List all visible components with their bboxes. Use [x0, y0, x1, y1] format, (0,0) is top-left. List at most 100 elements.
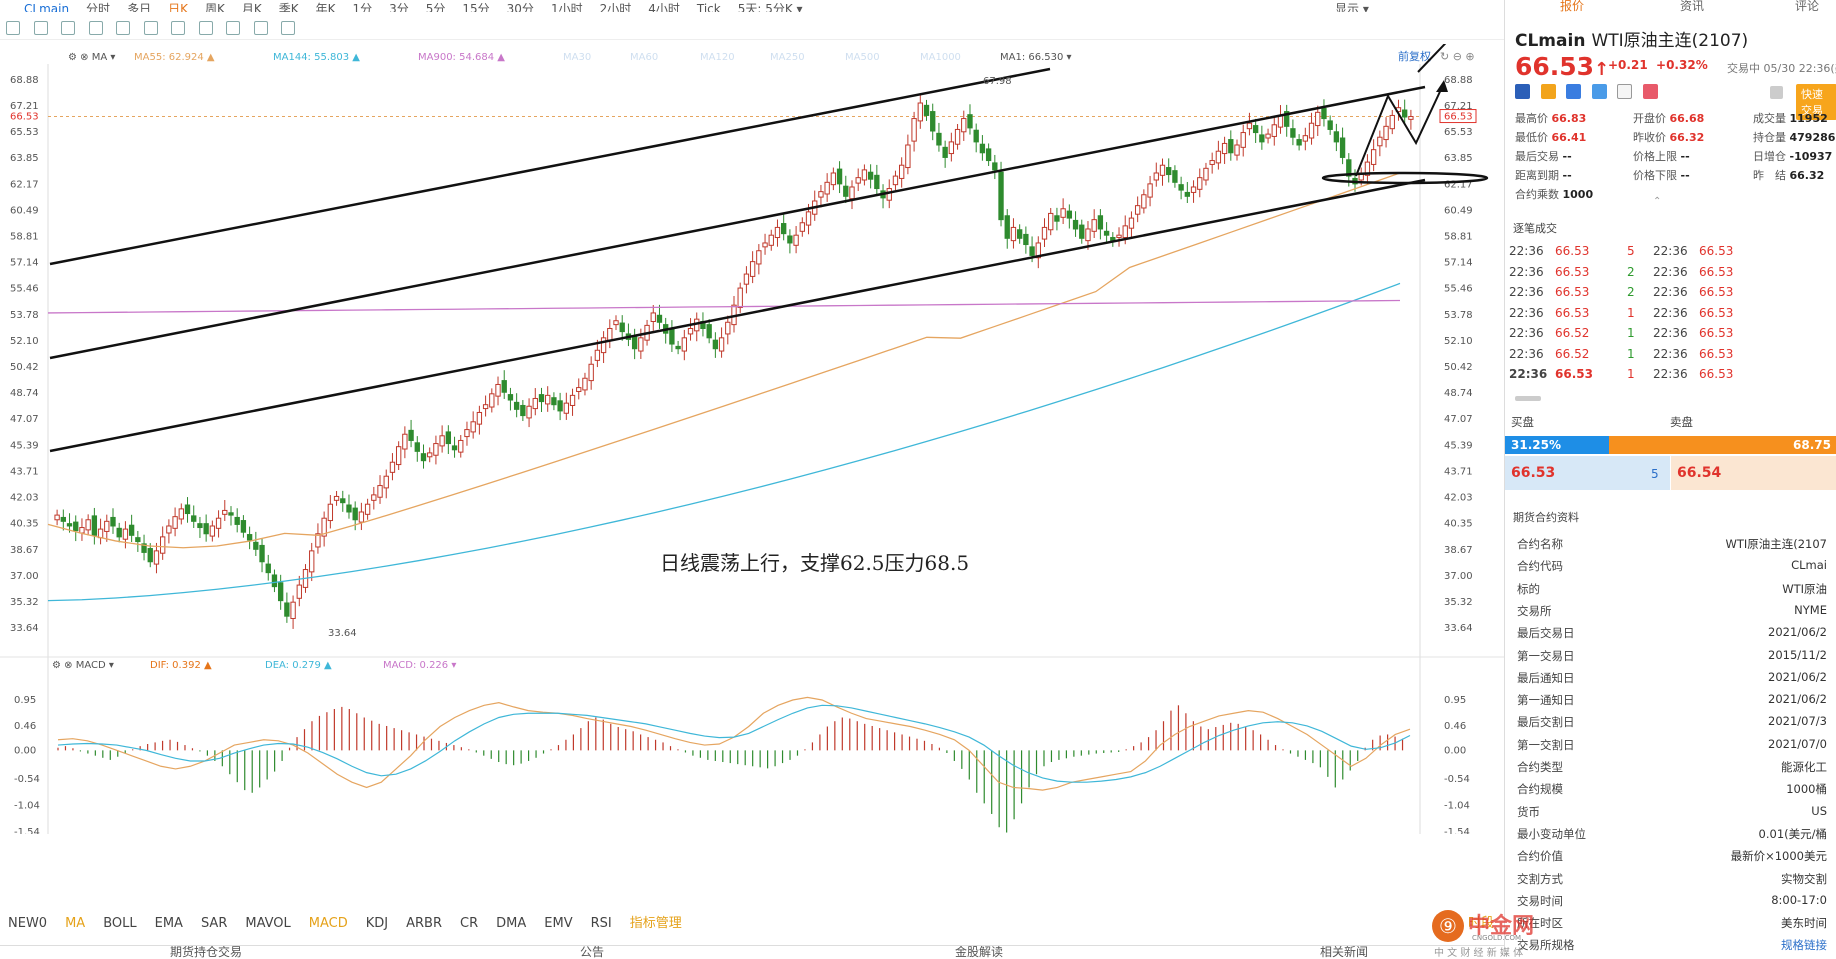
fib-tool-icon[interactable]	[88, 21, 103, 35]
tick-4-4: 66.53	[1699, 326, 1734, 340]
display-menu[interactable]: 显示 ▾	[1335, 2, 1369, 12]
candle	[1408, 116, 1414, 120]
quote-3-2: 昨 结 66.32	[1753, 169, 1825, 182]
period-8[interactable]: 3分	[389, 2, 409, 12]
period-2[interactable]: 日K	[168, 2, 188, 12]
candle	[706, 324, 712, 339]
candle	[470, 421, 476, 433]
indicator-rsi[interactable]: RSI	[590, 916, 612, 931]
symbol-label[interactable]: CLmain	[24, 2, 70, 12]
ticks-scrollbar[interactable]	[1515, 396, 1541, 401]
brush-tool-icon[interactable]	[171, 21, 185, 35]
candle	[1246, 122, 1253, 130]
period-12[interactable]: 1小时	[550, 2, 583, 12]
period-0[interactable]: 分时	[86, 2, 111, 12]
candle	[296, 584, 302, 599]
indicator-arbr[interactable]: ARBR	[406, 916, 443, 931]
period-7[interactable]: 1分	[352, 2, 373, 12]
indicator-boll[interactable]: BOLL	[103, 916, 137, 931]
trash-icon[interactable]	[281, 21, 295, 35]
magnet-icon[interactable]	[198, 21, 213, 35]
line-tool-icon[interactable]	[33, 21, 48, 35]
indicator-new0[interactable]: NEW0	[8, 916, 48, 931]
period-4[interactable]: 月K	[241, 2, 262, 12]
tab-quote[interactable]: 报价	[1560, 0, 1585, 13]
arrow-tool-icon[interactable]	[116, 21, 130, 35]
candle	[936, 132, 942, 146]
quote-1-1: 昨收价 66.32	[1633, 131, 1705, 144]
candle	[203, 523, 209, 535]
text-tool-icon[interactable]	[143, 21, 158, 35]
adjust-button[interactable]: 前复权	[1398, 49, 1431, 63]
price-tick-left: 55.46	[10, 284, 39, 295]
macd-tick-left: -0.54	[14, 774, 40, 785]
candle	[253, 541, 259, 550]
pattern-tool-icon[interactable]	[61, 21, 75, 35]
indicator-ema[interactable]: EMA	[154, 916, 183, 931]
candle	[489, 393, 495, 408]
collapse-icon[interactable]: ⌃	[1653, 196, 1662, 207]
indicator-manager-button[interactable]: 指标管理	[629, 916, 682, 931]
bell-icon[interactable]	[1770, 86, 1783, 99]
candle	[445, 431, 452, 445]
crosshair-icon[interactable]	[6, 21, 20, 35]
zoom-controls[interactable]: ↻ ⊖ ⊕	[1440, 50, 1475, 63]
analysis-annotation: 日线震荡上行，支撑62.5压力68.5	[660, 551, 969, 575]
candle	[439, 435, 445, 447]
lightning-icon[interactable]	[1540, 84, 1556, 99]
bottom-tab-3[interactable]: 相关新闻	[1320, 945, 1369, 958]
flag-icon[interactable]	[1515, 84, 1530, 99]
tag-icon[interactable]	[1591, 84, 1607, 99]
candle	[1041, 226, 1048, 240]
indicator-macd[interactable]: MACD	[308, 916, 348, 931]
period-11[interactable]: 30分	[506, 2, 534, 12]
tab-news[interactable]: 资讯	[1680, 0, 1705, 13]
quick-trade-button[interactable]: 快速交易	[1796, 84, 1836, 120]
candle	[265, 563, 271, 574]
kline-chart[interactable]: 68.88 68.88 67.21 67.21 65.53 65.53 63.85 63.85…	[0, 44, 1504, 834]
period-6[interactable]: 年K	[315, 2, 336, 12]
lock-icon[interactable]	[253, 21, 268, 35]
period-13[interactable]: 2小时	[599, 2, 632, 12]
eye-icon[interactable]	[226, 21, 240, 35]
person-icon[interactable]	[1566, 84, 1581, 99]
bottom-tab-0[interactable]: 期货持仓交易	[170, 945, 243, 958]
bottom-tab-1[interactable]: 公告	[580, 945, 605, 958]
candle	[1066, 210, 1073, 219]
indicator-kdj[interactable]: KDJ	[365, 916, 389, 931]
price-tick-right: 50.42	[1444, 362, 1473, 373]
period-9[interactable]: 5分	[425, 2, 446, 12]
indicator-mavol[interactable]: MAVOL	[245, 916, 291, 931]
indicator-dma[interactable]: DMA	[496, 916, 527, 931]
quote-2-1: 价格上限 --	[1633, 150, 1690, 163]
period-3[interactable]: 周K	[204, 2, 225, 12]
candle	[600, 337, 607, 354]
bottom-tab-2[interactable]: 金股解读	[955, 945, 1004, 958]
candle	[1184, 191, 1191, 197]
candle	[1327, 120, 1333, 130]
tab-comment[interactable]: 评论	[1795, 0, 1820, 13]
period-toggle[interactable]: 时段	[1468, 916, 1495, 931]
indicator-cr[interactable]: CR	[460, 916, 479, 931]
candle	[1370, 149, 1377, 165]
indicator-sar[interactable]: SAR	[200, 916, 228, 931]
indicator-emv[interactable]: EMV	[544, 916, 573, 931]
forecast-arrow-head	[1436, 80, 1448, 92]
indicator-ma[interactable]: MA	[65, 916, 86, 931]
bookmark-icon[interactable]	[1617, 84, 1632, 99]
price-tick-left: 48.74	[10, 388, 39, 399]
period-16[interactable]: 5天: 5分K ▾	[737, 2, 803, 12]
heart-icon[interactable]	[1642, 84, 1658, 99]
period-15[interactable]: Tick	[696, 2, 721, 12]
macd-tick-right: 0.95	[1444, 695, 1466, 706]
price-tick-right: 42.03	[1444, 493, 1473, 504]
period-14[interactable]: 4小时	[648, 2, 680, 12]
period-10[interactable]: 15分	[462, 2, 490, 12]
candle	[290, 601, 296, 620]
period-1[interactable]: 多日	[127, 2, 152, 12]
candle	[992, 162, 998, 171]
candle	[116, 527, 122, 538]
period-5[interactable]: 季K	[278, 2, 299, 12]
dif-legend: DIF: 0.392 ▲	[150, 660, 212, 671]
candle	[1116, 234, 1122, 239]
